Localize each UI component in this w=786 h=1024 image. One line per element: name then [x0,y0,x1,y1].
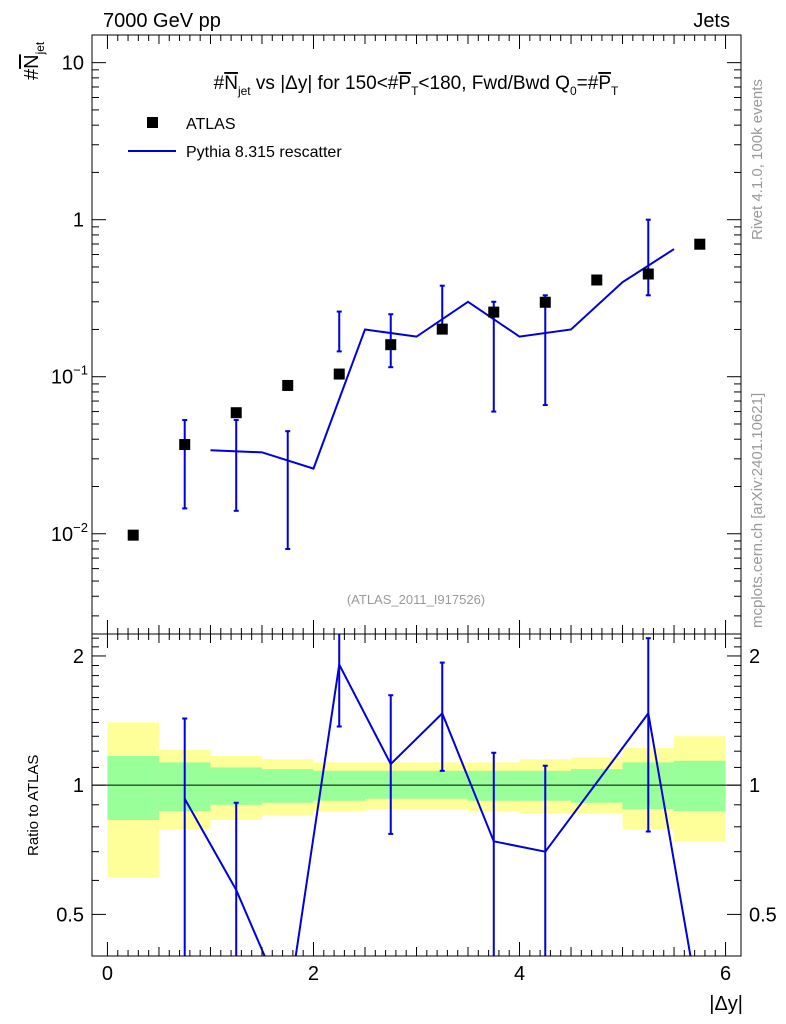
data-point [385,339,397,351]
main-y-tick-label: 1 [73,210,84,232]
main-y-tick-label: 10−2 [51,520,88,546]
data-point [333,368,345,380]
data-point [642,268,654,280]
ratio-band-inner [571,769,623,803]
x-tick-label: 6 [720,963,731,985]
x-tick-label: 0 [102,963,113,985]
mc-line [210,248,675,470]
x-axis-label: |Δy| [709,993,743,1015]
ratio-band-inner [210,767,262,805]
ratio-y-tick-label: 0.5 [56,904,84,926]
data-point [539,296,551,308]
legend: ATLAS Pythia 8.315 rescatter [128,116,342,161]
x-tick-label: 4 [514,963,525,985]
ratio-y-tick-label: 1 [73,775,84,797]
ratio-band-inner [261,769,314,803]
x-ticks: 0 2 4 6 [102,35,731,985]
ratio-band-inner [674,760,726,812]
main-panel: 10 1 10−1 10−2 [51,34,742,635]
main-y-tick-label: 10−1 [51,363,88,389]
data-point [694,238,706,250]
data-point [436,323,448,335]
main-title: #Njet vs |Δy| for 150<#PT<180, Fwd/Bwd Q… [214,73,619,98]
data-point [488,306,500,318]
ratio-y-ticks: 0.5 0.5 1 1 2 2 [56,637,777,957]
data-point [282,379,294,391]
main-ylabel: #Njet [21,41,47,80]
legend-data-label: ATLAS [186,116,236,133]
main-y-ticks: 10 1 10−1 10−2 [51,53,741,617]
ratio-y-tick-label-right: 0.5 [749,904,777,926]
ratio-panel: 0 2 4 6 0.5 0.5 1 1 2 2 [56,35,777,985]
legend-data-marker [147,117,158,128]
ratio-band-inner [107,755,159,820]
rivet-label: Rivet 4.1.0, 100k events [749,79,766,240]
mcplots-label: mcplots.cern.ch [arXiv:2401.10621] [749,393,766,628]
main-y-tick-label: 10 [62,53,84,75]
header-right: Jets [693,10,730,32]
ratio-y-tick-label: 2 [73,646,84,668]
ratio-ylabel: Ratio to ATLAS [25,755,42,856]
ratio-y-tick-label-right: 1 [749,775,760,797]
data-point [591,274,603,286]
data-point [179,439,191,451]
x-tick-label: 2 [308,963,319,985]
legend-mc-label: Pythia 8.315 rescatter [186,144,342,161]
header-left: 7000 GeV pp [103,10,221,32]
ratio-y-tick-label-right: 2 [749,646,760,668]
data-point [230,407,242,419]
data-point [127,529,139,541]
plot-id: (ATLAS_2011_I917526) [347,592,485,607]
ratio-plot-area [92,634,741,956]
main-plot-area [127,218,706,550]
